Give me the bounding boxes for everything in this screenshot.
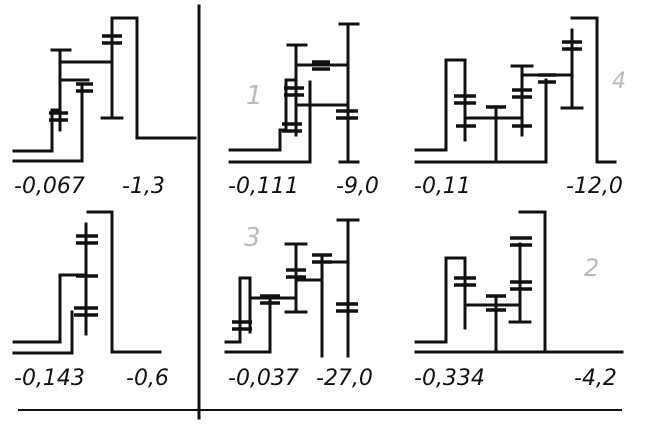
panel-6-right-value: -4,2	[574, 366, 617, 391]
panel-5-tag: 3	[244, 223, 261, 253]
panel-5-left-value: -0,037	[228, 366, 299, 391]
panel-1-right-value: -1,3	[122, 174, 165, 199]
panel-1-left-value: -0,067	[14, 174, 85, 199]
panel-4-left-value: -0,143	[14, 366, 85, 391]
panel-6-left-value: -0,334	[414, 366, 485, 391]
panel-2-right-value: -9,0	[336, 174, 379, 199]
gear-scheme-5	[224, 218, 360, 358]
gear-scheme-3	[414, 16, 617, 164]
panel-4-right-value: -0,6	[126, 366, 169, 391]
gear-scheme-2	[228, 22, 360, 164]
panel-3-tag: 4	[612, 69, 626, 94]
panel-2-left-value: -0,111	[228, 174, 299, 199]
panel-6-tag: 2	[584, 254, 599, 282]
gear-scheme-4	[12, 210, 162, 355]
gear-scheme-6	[414, 210, 624, 354]
panel-2-tag: 1	[246, 81, 263, 111]
panel-5-right-value: -27,0	[316, 366, 373, 391]
gear-scheme-1	[12, 16, 197, 163]
panel-3-left-value: -0,11	[414, 174, 471, 199]
panel-3-right-value: -12,0	[566, 174, 623, 199]
